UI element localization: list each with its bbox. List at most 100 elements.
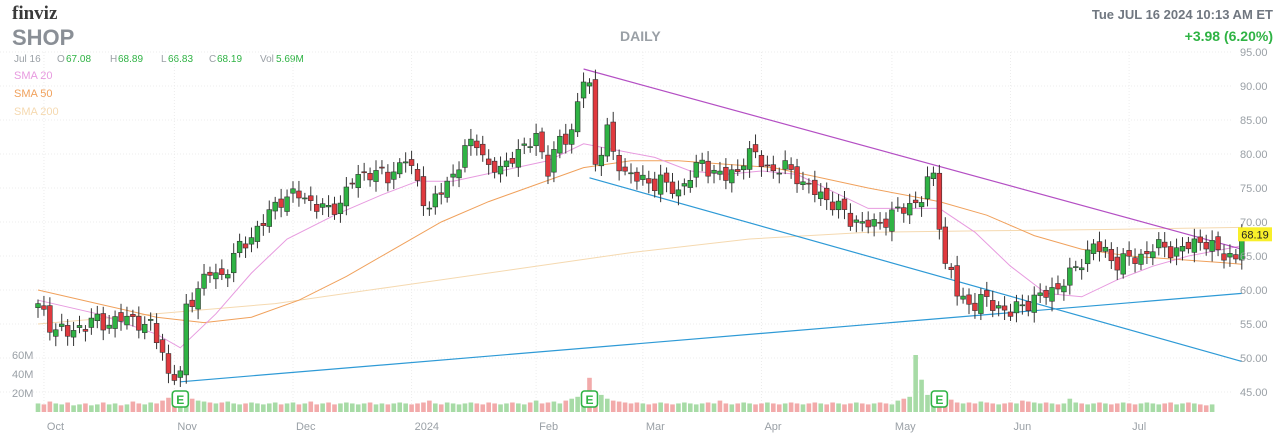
candle-down xyxy=(770,164,777,172)
candle-down xyxy=(480,143,486,156)
candle-up xyxy=(1049,287,1055,302)
ticker-symbol[interactable]: SHOP xyxy=(12,25,74,50)
volume-bar xyxy=(527,402,533,412)
volume-bar xyxy=(498,404,503,412)
volume-bar xyxy=(403,403,408,412)
volume-bar xyxy=(83,403,88,412)
candle-up xyxy=(687,179,694,188)
volume-bar xyxy=(89,405,94,412)
ohlc-low-label: L xyxy=(161,54,167,65)
candle-up xyxy=(1179,246,1186,252)
candle-up xyxy=(895,206,901,209)
date-tick-label: Dec xyxy=(296,421,316,433)
volume-bar xyxy=(201,401,207,412)
volume-bar xyxy=(610,400,616,412)
volume-bar xyxy=(990,403,996,412)
candle-down xyxy=(705,160,711,177)
candle-down xyxy=(130,314,136,317)
candle-down xyxy=(616,155,622,172)
volume-bar xyxy=(800,404,806,412)
candle-down xyxy=(82,329,89,332)
candle-down xyxy=(260,223,267,226)
volume-bar xyxy=(243,403,248,412)
last-price-badge-bg xyxy=(1238,227,1272,242)
volume-bar xyxy=(355,404,361,412)
volume-bar xyxy=(1180,403,1185,412)
volume-bars: 60M 40M 20M xyxy=(12,350,1215,412)
datetime-label: Tue JUL 16 2024 10:13 AM ET xyxy=(1092,7,1273,22)
volume-bar xyxy=(1132,404,1138,412)
candle-down xyxy=(171,374,178,381)
volume-bar xyxy=(1043,402,1049,412)
volume-bar xyxy=(272,402,278,412)
candle-down xyxy=(966,294,972,305)
price-tick-label: 50.00 xyxy=(1240,353,1268,365)
candle-down xyxy=(758,154,765,167)
volume-bar xyxy=(450,403,456,412)
volume-bar xyxy=(806,403,812,412)
date-tick-label: 2024 xyxy=(415,421,439,433)
candle-up xyxy=(302,197,308,200)
date-tick-label: Mar xyxy=(646,421,665,433)
volume-bar xyxy=(474,403,480,412)
volume-bar xyxy=(510,402,515,412)
gridlines xyxy=(0,51,1232,412)
candle-up xyxy=(527,146,533,148)
candle-up xyxy=(818,191,824,200)
candle-up xyxy=(225,274,231,279)
volume-bar xyxy=(575,396,580,412)
volume-bar xyxy=(676,403,681,412)
price-axis: 95.00 90.00 85.00 80.00 75.00 70.00 65.00 60.00… xyxy=(1240,47,1268,399)
volume-bar xyxy=(166,397,171,412)
volume-bar xyxy=(100,402,106,412)
candle-up xyxy=(580,81,587,99)
candle-up xyxy=(782,160,788,170)
candle-up xyxy=(574,101,581,133)
volume-bar xyxy=(1109,404,1114,412)
volume-bar xyxy=(480,404,486,412)
candle-up xyxy=(88,317,95,328)
candles xyxy=(35,69,1245,387)
candle-down xyxy=(136,316,142,331)
candle-up xyxy=(1102,246,1109,252)
candle-down xyxy=(877,221,883,224)
volume-bar xyxy=(688,403,693,412)
volume-bar xyxy=(65,402,70,412)
volume-bar xyxy=(859,403,865,412)
ohlc-vol: 5.69M xyxy=(276,54,304,65)
candle-down xyxy=(942,226,948,264)
candle-down xyxy=(278,198,284,208)
candle-down xyxy=(652,178,658,191)
volume-bar xyxy=(646,404,652,412)
candle-up xyxy=(681,183,688,187)
finviz-logo[interactable]: finviz xyxy=(12,3,58,24)
candle-up xyxy=(373,170,379,182)
volume-bar xyxy=(622,402,628,412)
volume-bar xyxy=(1055,404,1061,412)
candle-down xyxy=(735,169,741,172)
candle-up xyxy=(907,203,913,216)
volume-bar xyxy=(124,404,130,412)
candle-down xyxy=(1185,241,1192,250)
volume-bar xyxy=(95,404,100,412)
candle-down xyxy=(420,176,427,207)
candle-down xyxy=(901,207,907,214)
candle-up xyxy=(628,172,634,175)
volume-bar xyxy=(539,403,545,412)
volume-bar xyxy=(854,402,859,412)
candle-down xyxy=(1126,250,1132,257)
volume-bar xyxy=(640,403,646,412)
candle-up xyxy=(236,240,243,254)
candle-down xyxy=(788,164,794,170)
volume-bar xyxy=(563,400,569,412)
candle-down xyxy=(545,154,551,177)
volume-bar xyxy=(1014,403,1019,412)
volume-bar xyxy=(136,403,142,412)
volume-bar xyxy=(332,404,337,412)
candle-up xyxy=(1150,251,1156,259)
volume-bar xyxy=(682,402,687,412)
candle-down xyxy=(1007,311,1014,317)
volume-bar xyxy=(634,402,640,412)
candle-down xyxy=(308,195,314,201)
